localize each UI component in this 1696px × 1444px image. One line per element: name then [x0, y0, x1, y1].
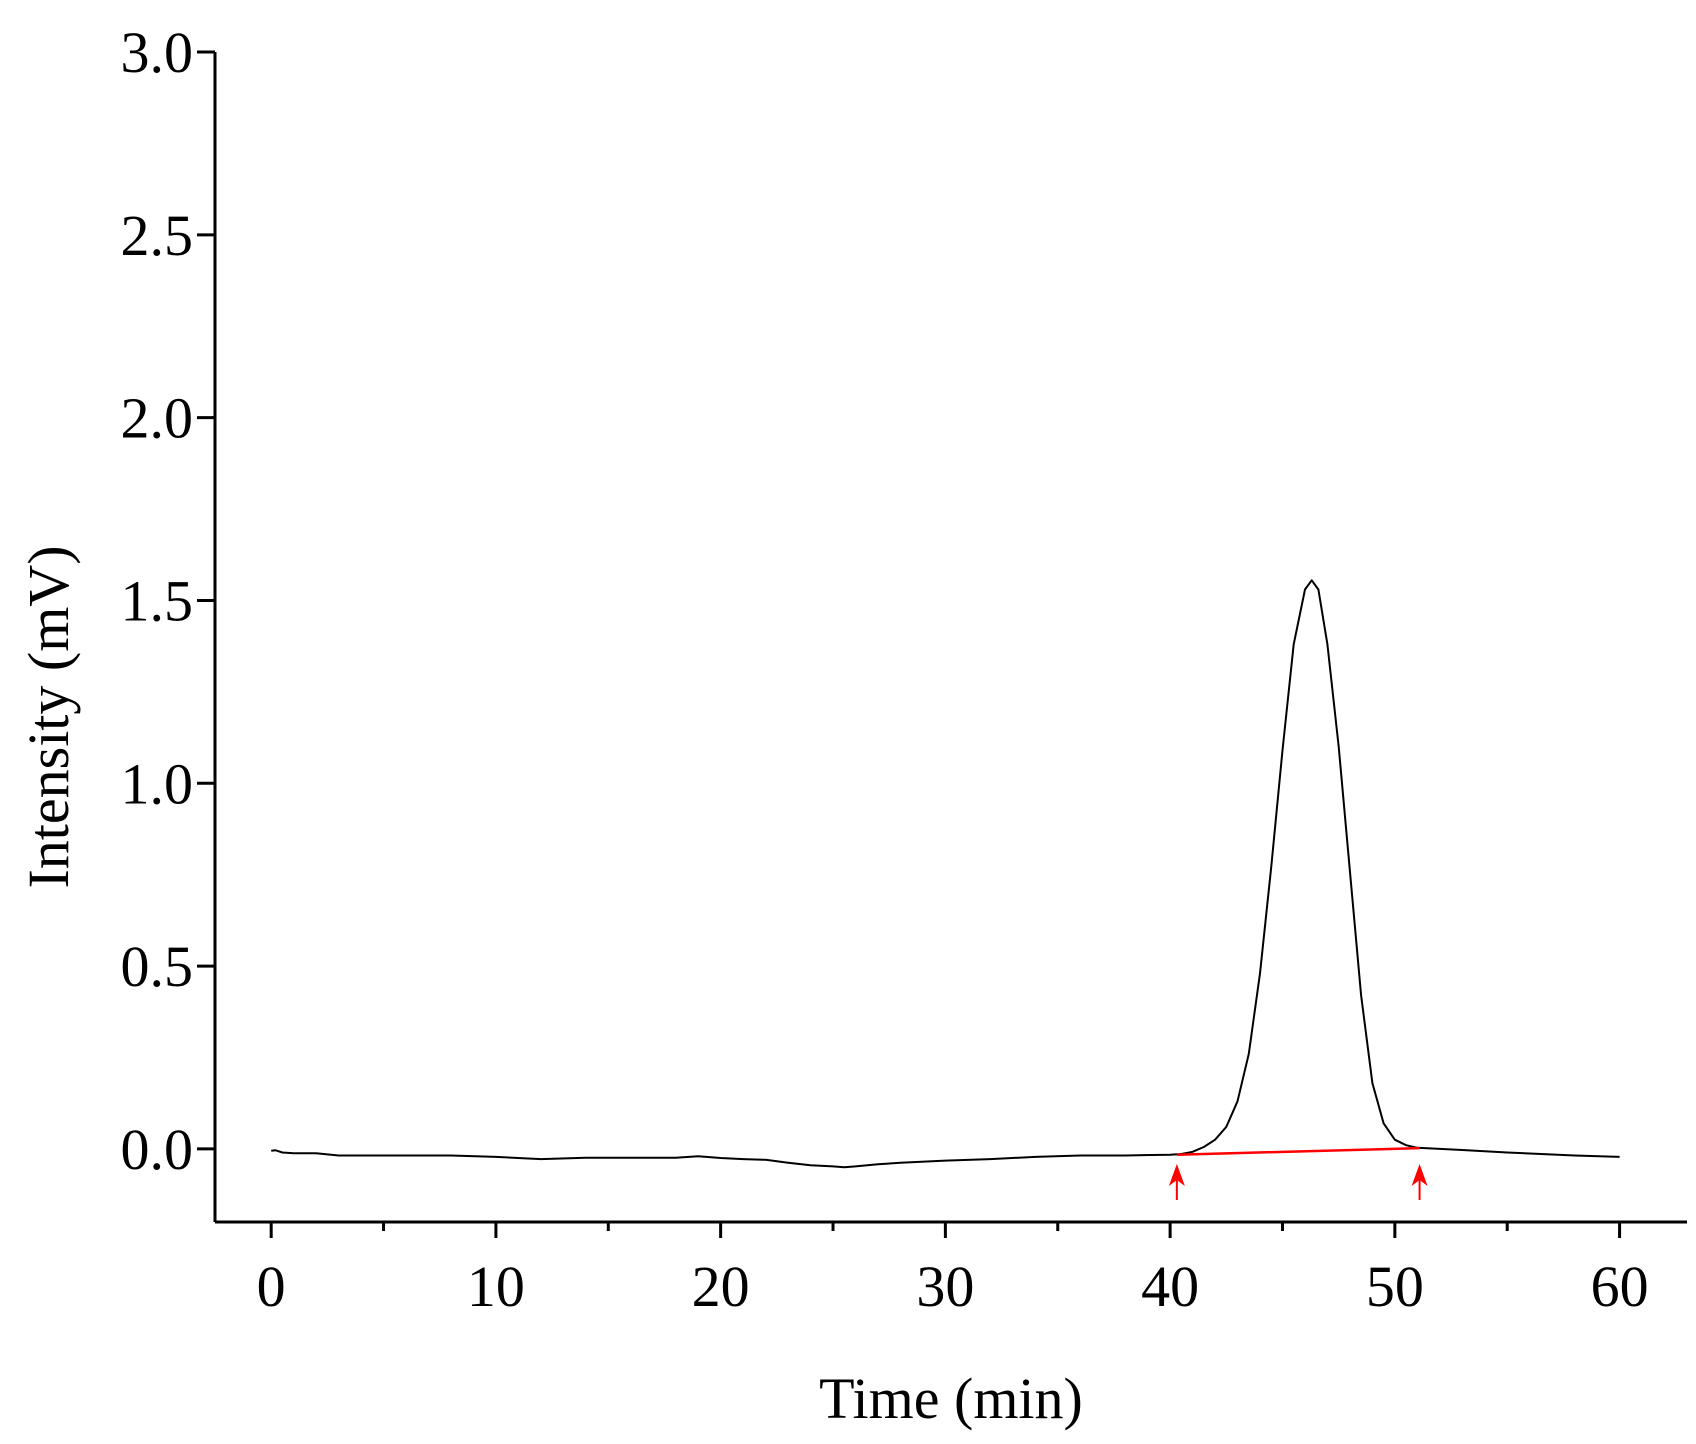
annotations	[1168, 1146, 1428, 1200]
x-tick-label: 40	[1141, 1254, 1199, 1319]
y-tick-label: 1.0	[121, 751, 194, 816]
y-tick-label: 2.0	[121, 386, 194, 451]
x-tick-label: 20	[692, 1254, 750, 1319]
integration-marker-arrow	[1168, 1164, 1185, 1200]
x-tick-label: 0	[257, 1254, 286, 1319]
x-tick-label: 10	[467, 1254, 525, 1319]
ticks	[197, 50, 1622, 1238]
series	[271, 579, 1620, 1169]
x-tick-label: 30	[916, 1254, 974, 1319]
tick-labels: 0.0 0.5 1.0 1.5 2.0 2.5 3.0 0 10 20 30 40 50 60	[121, 20, 1649, 1319]
y-tick-label: 2.5	[121, 203, 194, 268]
x-tick-label: 50	[1366, 1254, 1424, 1319]
integration-marker-arrow	[1411, 1164, 1428, 1200]
y-tick-label: 0.0	[121, 1117, 194, 1182]
integration-baseline	[1176, 1146, 1420, 1156]
y-tick-label: 1.5	[121, 568, 194, 633]
series-line	[271, 579, 1620, 1169]
y-axis-title: Intensity (mV)	[16, 545, 81, 888]
x-axis-title: Time (min)	[819, 1366, 1083, 1431]
y-tick-label: 0.5	[121, 934, 194, 999]
axes	[213, 52, 1687, 1224]
x-tick-label: 60	[1591, 1254, 1649, 1319]
y-tick-label: 3.0	[121, 20, 194, 85]
